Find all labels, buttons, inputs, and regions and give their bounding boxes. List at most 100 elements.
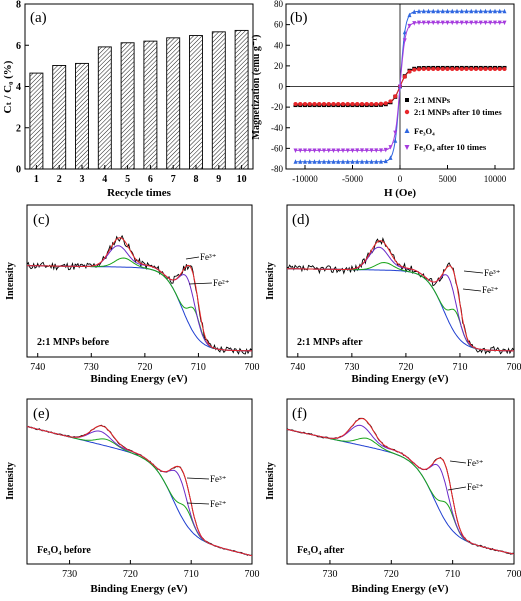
x-tick-label: 730 [62,569,77,580]
x-tick-label: 5 [125,174,130,185]
point [455,20,459,26]
x-tick-label: 6 [148,174,153,185]
envelope-curve [26,237,252,352]
legend-label: Fe₃O₄ [414,126,435,136]
panel-c-fe3-label: Fe³⁺ [200,252,217,262]
fe3-fit-curve [26,245,252,352]
x-tick-label: 8 [194,174,199,185]
y-tick-label: 80 [274,0,284,9]
point [421,8,426,14]
panel-e-fe2-arrow [186,502,210,505]
point [493,8,497,14]
panel-d-ylabel: Intensity [265,262,276,300]
point [331,159,336,164]
point [307,159,312,164]
y-tick-label: -80 [271,164,283,174]
point [331,148,336,153]
point [293,148,298,153]
point [497,8,502,14]
point [421,67,426,72]
bar-9 [211,31,226,170]
point [455,8,459,14]
point [459,8,464,14]
point [383,101,388,106]
x-tick-label: 700 [507,569,521,580]
point [417,20,421,26]
point [407,69,412,74]
point [474,8,478,14]
bar-8 [189,35,203,170]
y-tick-label: -40 [271,123,283,133]
point [355,148,360,153]
point [317,102,322,107]
point [360,159,364,164]
point [412,9,417,14]
point [431,8,436,14]
point [312,159,317,164]
x-tick-label: -5000 [342,174,363,184]
fe2-fit-curve [26,426,253,557]
y-tick-label: 20 [274,61,284,71]
panel-d-fe2-arrow [462,288,482,292]
point [483,66,488,71]
x-tick-label: 720 [384,569,399,580]
point [317,159,322,164]
panel-d-label: (d) [292,212,310,228]
point [464,20,469,26]
point [502,8,507,14]
point [298,102,303,107]
panel-f-fe3-label: Fe³⁺ [467,458,484,468]
x-tick-label: 730 [344,362,359,373]
point [407,23,412,29]
y-tick-label: 6 [16,41,21,52]
point [303,102,307,107]
panel-e-xlabel: Binding Energy (eV) [90,583,188,595]
y-tick-label: 60 [274,20,284,30]
x-tick-label: -10000 [292,174,318,184]
panel-b-ylabel: Magnetization (emu g⁻¹) [251,35,262,140]
panel-d-xlabel: Binding Energy (eV) [351,373,449,385]
x-tick-label: 710 [445,569,460,580]
point [469,8,474,14]
bar-7 [166,37,181,170]
point [360,148,364,153]
point [307,148,312,153]
legend-label: 2:1 MNPs [414,95,451,105]
point [326,148,331,153]
panel-b: (b) -10000 -5000 0 5000 10000 -80 -60 -40 -20 0 20… [251,0,515,199]
point [341,102,345,107]
point [478,20,483,26]
point [450,66,455,71]
point [412,21,417,26]
point [317,148,322,153]
panel-e-label: (e) [33,406,50,422]
x-tick-label: 730 [322,569,337,580]
point [355,159,360,164]
point [336,148,341,153]
point [402,38,407,43]
x-tick-label: 5000 [439,174,458,184]
panel-f-frame [286,398,515,565]
x-tick-label: 9 [216,174,221,185]
x-tick-label: 1 [34,174,39,185]
y-tick-label: 2 [16,123,21,134]
panel-d: (d) 740 730 720 710 700 Fe³⁺ Fe²⁺ 2:1 MNPs a… [265,204,521,385]
bar-5 [120,42,135,170]
panel-f-note: Fe₃O₄ after [297,545,345,556]
point [488,8,493,14]
x-tick-label: 740 [290,362,305,373]
point [331,102,336,107]
y-tick-label: -60 [271,143,283,153]
point [374,148,379,153]
panel-d-fe2-label: Fe²⁺ [482,285,499,295]
point [393,138,398,143]
point [474,66,478,71]
y-tick-label: 40 [274,40,284,50]
legend-label: Fe₃O₄ after 10 times [414,142,487,152]
point [502,20,507,26]
point [298,159,303,164]
point [450,8,455,14]
point [393,130,398,136]
point [364,148,369,153]
experimental-curve [26,424,253,556]
